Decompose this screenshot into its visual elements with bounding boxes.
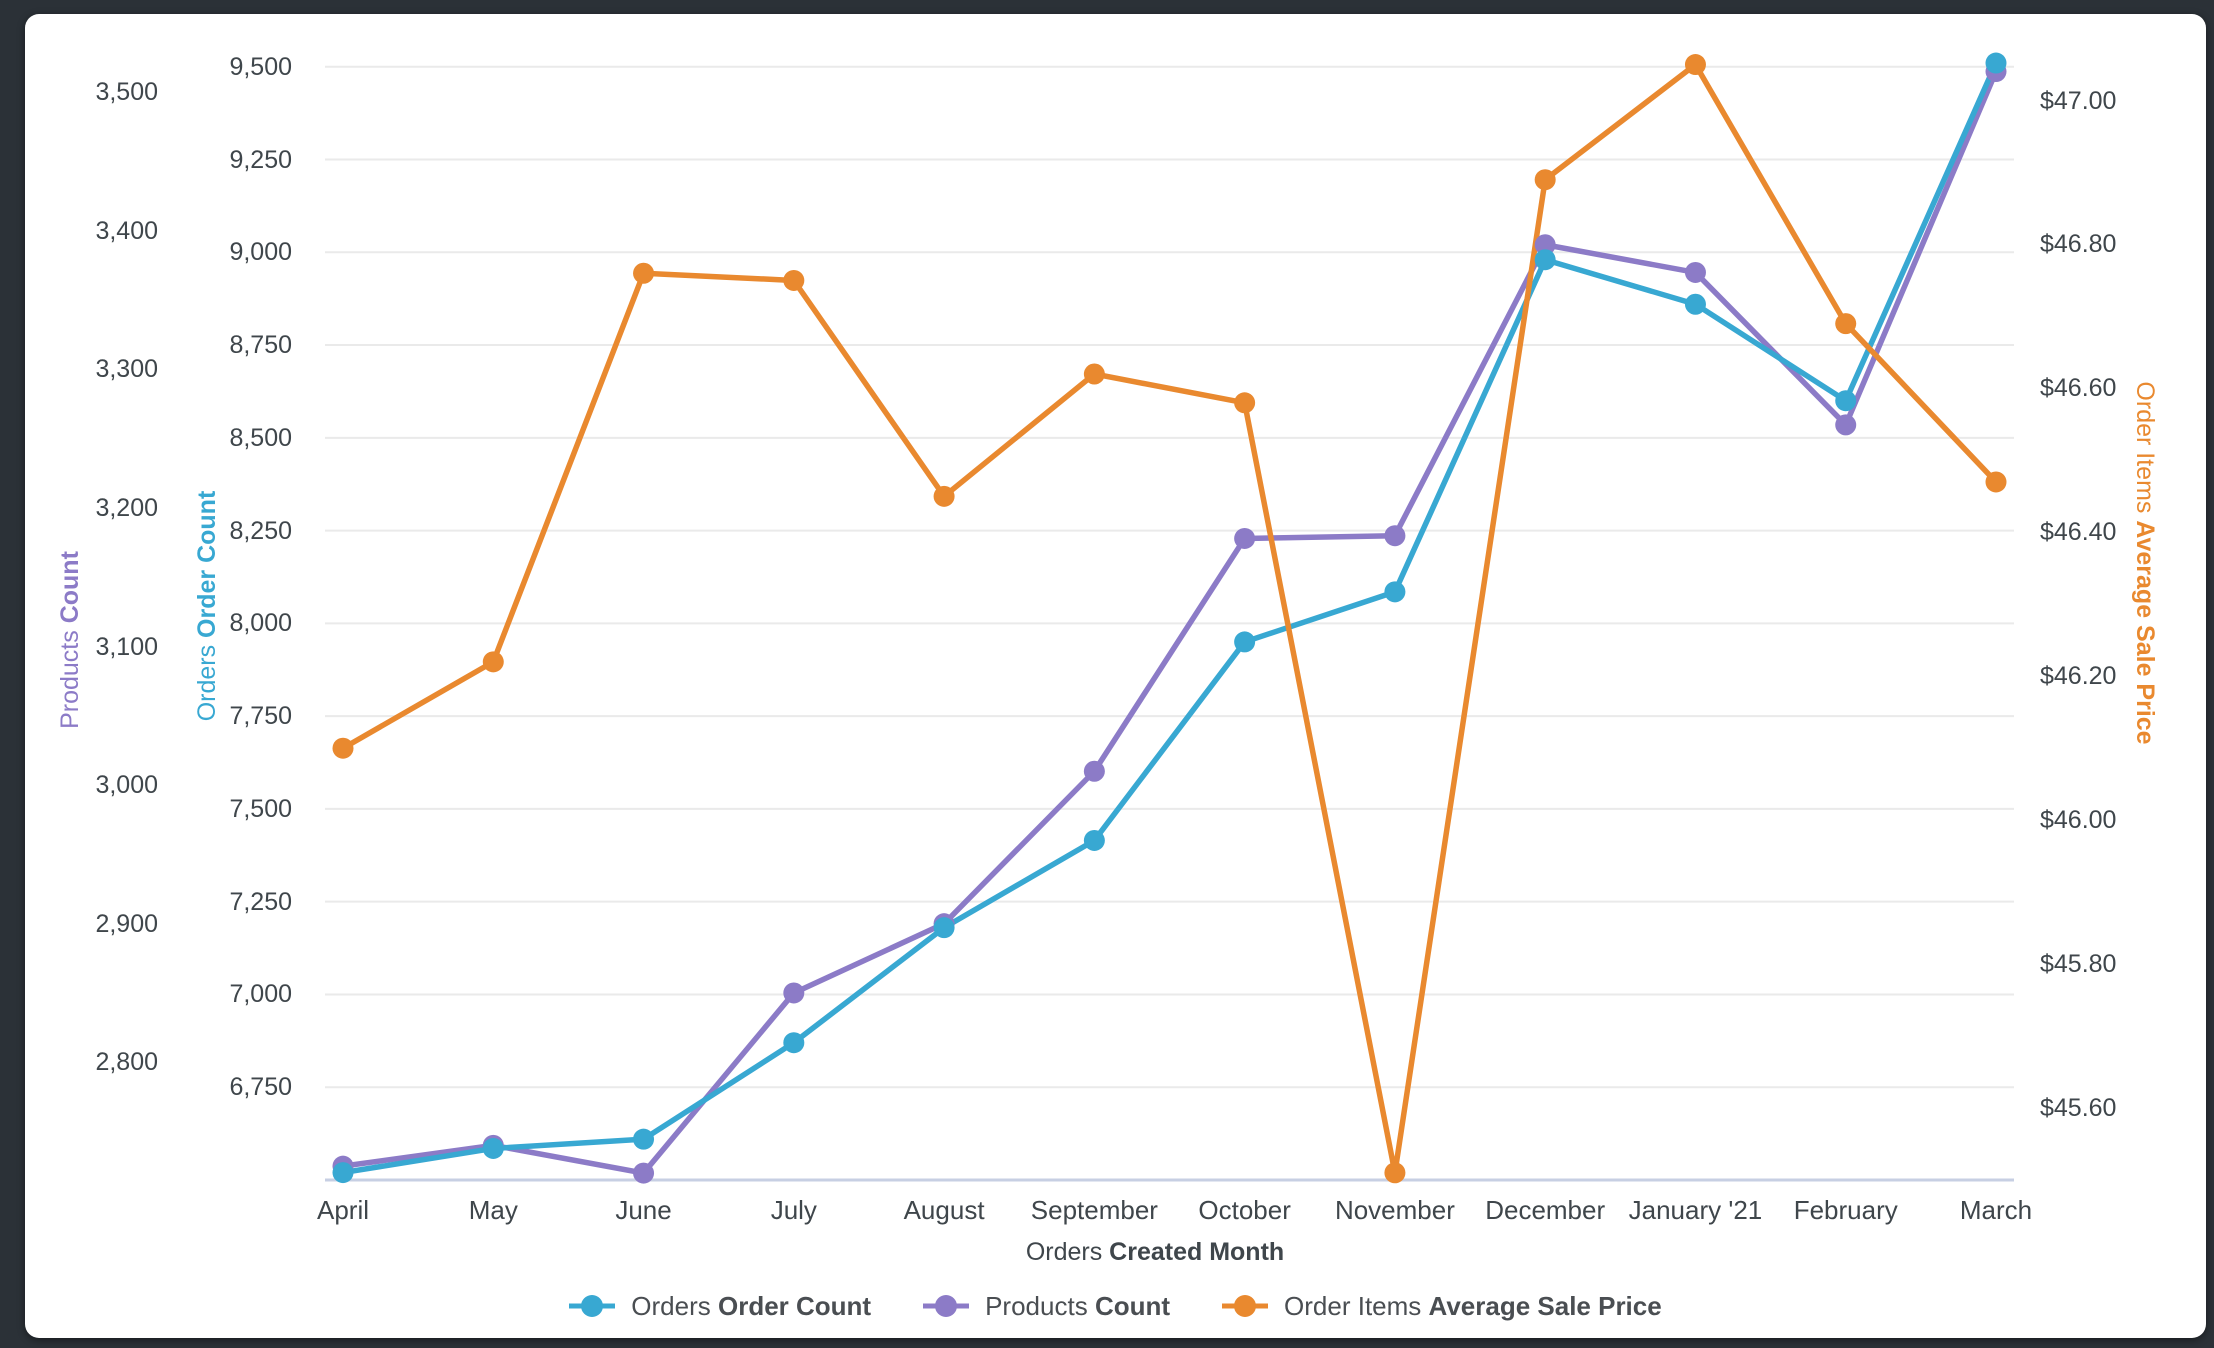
chart-plot-area[interactable]: [25, 14, 2206, 1338]
tick-label: 7,500: [229, 794, 292, 823]
y-axis-title-products-count: Products Count: [54, 360, 86, 920]
y-axis-title-avg-sale-price: Order Items Average Sale Price: [2129, 283, 2161, 843]
x-category-label: December: [1485, 1195, 1606, 1225]
tick-label: 3,200: [95, 493, 158, 522]
axis-title-bold: Order Count: [193, 490, 221, 638]
data-point[interactable]: [1985, 52, 2007, 74]
data-point[interactable]: [482, 1137, 504, 1159]
data-point[interactable]: [1384, 525, 1406, 547]
legend-line-dot-icon: [923, 1295, 970, 1317]
data-point[interactable]: [1684, 261, 1706, 283]
tick-label: 6,750: [229, 1073, 292, 1102]
tick-label: 3,400: [95, 216, 158, 245]
data-point[interactable]: [783, 1032, 805, 1054]
legend-line-dot-icon: [1222, 1295, 1269, 1317]
tick-label: $45.80: [2040, 950, 2117, 979]
x-category-label: November: [1334, 1195, 1455, 1225]
tick-label: 9,000: [229, 238, 292, 267]
tick-label: 7,000: [229, 980, 292, 1009]
data-point[interactable]: [1684, 293, 1706, 315]
x-category-label: January '21: [1628, 1195, 1763, 1225]
series-line: [340, 68, 1999, 1176]
data-point[interactable]: [1083, 363, 1105, 385]
tick-label: 8,000: [229, 609, 292, 638]
data-point[interactable]: [1985, 471, 2007, 493]
data-point[interactable]: [1534, 249, 1556, 271]
x-category-label: September: [1030, 1195, 1158, 1225]
data-point[interactable]: [1534, 169, 1556, 191]
data-point[interactable]: [633, 1128, 655, 1150]
tick-label: $46.40: [2040, 518, 2117, 547]
data-point[interactable]: [1384, 1162, 1406, 1184]
legend-label: Orders Order Count: [631, 1291, 872, 1321]
tick-label: 3,100: [95, 632, 158, 661]
axis-title-bold: Count: [56, 551, 84, 624]
x-category-label: July: [770, 1195, 817, 1225]
tick-label: $46.60: [2040, 374, 2117, 403]
tick-label: 9,500: [229, 52, 292, 81]
tick-label: 3,500: [95, 78, 158, 107]
legend: Orders Order Count Products Count: [25, 1286, 2206, 1326]
x-category-label: February: [1793, 1195, 1898, 1225]
tick-label: $46.80: [2040, 230, 2117, 259]
legend-item-products-count[interactable]: Products Count: [923, 1290, 1170, 1322]
legend-label: Products Count: [985, 1291, 1171, 1321]
data-point[interactable]: [332, 737, 354, 759]
data-point[interactable]: [1534, 234, 1556, 256]
tick-label: $46.20: [2040, 662, 2117, 691]
data-point[interactable]: [1083, 760, 1105, 782]
data-point[interactable]: [1234, 392, 1256, 414]
tick-label: 8,500: [229, 423, 292, 452]
x-category-label: August: [903, 1195, 985, 1225]
axis-title-prefix: Order Items: [2131, 381, 2159, 514]
tick-label: $47.00: [2040, 86, 2117, 115]
y-axis-title-orders-order-count: Orders Order Count: [191, 326, 223, 886]
tick-label: 8,750: [229, 331, 292, 360]
x-category-label: March: [1959, 1195, 2033, 1225]
legend-line-dot-icon: [569, 1295, 616, 1317]
series-line: [340, 61, 1999, 1176]
data-point[interactable]: [482, 651, 504, 673]
axis-title-prefix: Products: [56, 630, 84, 729]
data-point[interactable]: [1234, 527, 1256, 549]
data-point[interactable]: [633, 262, 655, 284]
tick-label: $46.00: [2040, 806, 2117, 835]
legend-item-avg-sale-price[interactable]: Order Items Average Sale Price: [1222, 1290, 1662, 1322]
x-category-label: October: [1198, 1195, 1291, 1225]
tick-label: $45.60: [2040, 1094, 2117, 1123]
x-axis-title: Orders Created Month: [305, 1236, 2005, 1268]
data-point[interactable]: [1835, 390, 1857, 412]
tick-label: 2,800: [95, 1048, 158, 1077]
tick-label: 3,300: [95, 355, 158, 384]
tick-label: 7,750: [229, 702, 292, 731]
tick-label: 7,250: [229, 887, 292, 916]
x-category-label: June: [615, 1195, 672, 1225]
tick-label: 2,900: [95, 909, 158, 938]
data-point[interactable]: [1835, 414, 1857, 436]
legend-item-orders-order-count[interactable]: Orders Order Count: [569, 1290, 871, 1322]
data-point[interactable]: [933, 917, 955, 939]
axis-title-prefix: Orders: [193, 644, 221, 722]
data-point[interactable]: [933, 485, 955, 507]
data-point[interactable]: [1083, 829, 1105, 851]
x-axis-title-bold: Created Month: [1109, 1238, 1285, 1266]
axis-title-bold: Average Sale Price: [2131, 520, 2159, 745]
data-point[interactable]: [633, 1162, 655, 1184]
series-line: [340, 60, 1999, 1176]
x-category-label: April: [316, 1195, 369, 1225]
tick-label: 9,250: [229, 145, 292, 174]
x-category-label: May: [468, 1195, 518, 1225]
chart-card: 3,500 3,400 3,300 3,200 3,100 3,000 2,900 2,800…: [25, 14, 2206, 1338]
data-point[interactable]: [783, 982, 805, 1004]
tick-label: 8,250: [229, 516, 292, 545]
x-axis-title-prefix: Orders: [1025, 1238, 1103, 1266]
data-point[interactable]: [1234, 631, 1256, 653]
data-point[interactable]: [783, 269, 805, 291]
data-point[interactable]: [1384, 581, 1406, 603]
data-point[interactable]: [1835, 313, 1857, 335]
data-point[interactable]: [332, 1162, 354, 1184]
legend-label: Order Items Average Sale Price: [1284, 1291, 1662, 1321]
tick-label: 3,000: [95, 771, 158, 800]
data-point[interactable]: [1684, 54, 1706, 76]
